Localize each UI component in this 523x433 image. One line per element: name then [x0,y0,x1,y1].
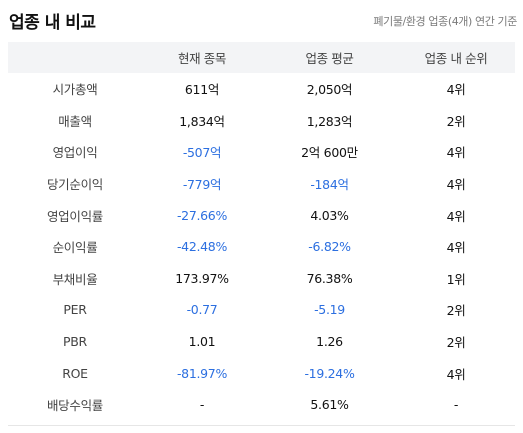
current-value: 611억 [184,82,220,98]
average-value: -184억 [310,177,349,193]
average-value: -19.24% [304,365,355,381]
current-value: - [199,397,205,413]
column-header-current: 현재 종목 [178,51,226,66]
rank-value: 4위 [446,177,466,193]
rank-value: 4위 [446,145,466,161]
column-header-average: 업종 평균 [305,51,354,66]
average-value: 1,283억 [306,113,353,129]
table-row: 영업이익 -507억 2억 600만 4위 [8,136,515,168]
table-body: 시가총액 611억 2,050억 4위 매출액 1,834억 1,283억 2위 영업이익 -50… [8,73,515,421]
average-value: 1.26 [316,334,343,350]
row-label: ROE [62,365,88,381]
current-value: 1.01 [188,334,216,350]
table-row: 부채비율 173.97% 76.38% 1위 [8,263,515,295]
rank-value: 4위 [446,366,466,382]
average-value: 2,050억 [306,82,353,98]
row-label: 매출액 [58,113,92,129]
table-bottom-divider [8,425,515,426]
table-row: PER -0.77 -5.19 2위 [8,294,515,326]
row-label: 당기순이익 [46,177,103,193]
current-value: -81.97% [176,365,228,381]
row-label: PER [63,302,87,318]
section-header: 업종 내 비교 폐기물/환경 업종(4개) 연간 기준 [0,0,523,42]
average-value: 5.61% [310,397,349,413]
row-label: 부채비율 [52,271,98,287]
rank-value: 2위 [446,303,466,319]
average-value: -6.82% [308,239,351,255]
current-value: -27.66% [176,207,228,223]
current-value: -779억 [182,177,222,193]
table-header-row: 현재 종목 업종 평균 업종 내 순위 [8,42,515,73]
current-value: -507억 [182,145,222,161]
current-value: -42.48% [176,239,228,255]
table-row: 순이익률 -42.48% -6.82% 4위 [8,231,515,263]
section-subtitle: 폐기물/환경 업종(4개) 연간 기준 [373,15,517,28]
table-row: 당기순이익 -779억 -184억 4위 [8,168,515,200]
table-row: 영업이익률 -27.66% 4.03% 4위 [8,199,515,231]
row-label: 영업이익 [52,145,98,161]
current-value: -0.77 [186,302,218,318]
table-row: PBR 1.01 1.26 2위 [8,326,515,358]
row-label: 순이익률 [52,240,98,256]
table-row: ROE -81.97% -19.24% 4위 [8,357,515,389]
rank-value: - [453,397,459,413]
rank-value: 1위 [446,271,466,287]
current-value: 1,834억 [179,113,225,129]
rank-value: 2위 [446,113,466,129]
column-header-rank: 업종 내 순위 [424,51,488,66]
rank-value: 4위 [446,240,466,256]
table-row: 시가총액 611억 2,050억 4위 [8,73,515,105]
rank-value: 2위 [446,335,466,351]
row-label: 시가총액 [52,82,98,98]
row-label: 영업이익률 [46,208,103,224]
table-row: 매출액 1,834억 1,283억 2위 [8,105,515,137]
table-header: 현재 종목 업종 평균 업종 내 순위 [8,42,515,73]
current-value: 173.97% [175,270,229,286]
row-label: PBR [63,334,87,350]
average-value: -5.19 [314,302,345,318]
table-row: 배당수익률 - 5.61% - [8,389,515,421]
average-value: 2억 600만 [301,145,358,161]
average-value: 76.38% [306,270,353,286]
industry-comparison-table: 현재 종목 업종 평균 업종 내 순위 시가총액 611억 2,050억 4위 매출액 1… [8,42,515,421]
section-title: 업종 내 비교 [9,13,96,33]
row-label: 배당수익률 [46,398,103,414]
rank-value: 4위 [446,208,466,224]
rank-value: 4위 [446,82,466,98]
average-value: 4.03% [310,207,349,223]
column-header-label [8,42,142,73]
